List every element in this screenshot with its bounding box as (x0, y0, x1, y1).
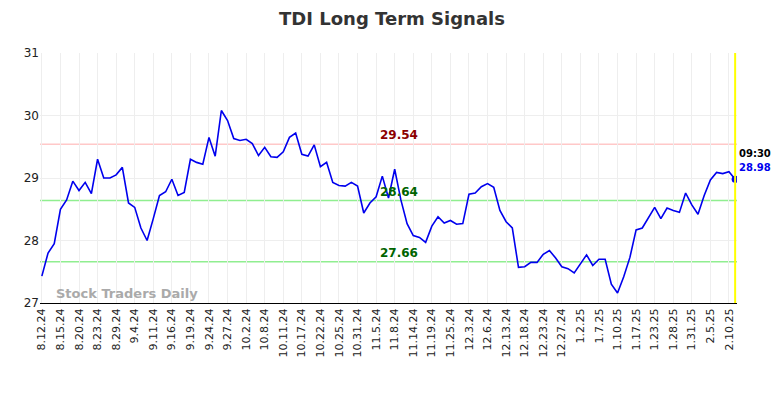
svg-text:12.6.24: 12.6.24 (481, 308, 494, 350)
svg-text:12.27.24: 12.27.24 (555, 308, 568, 357)
svg-text:12.3.24: 12.3.24 (463, 308, 476, 350)
svg-text:27: 27 (24, 296, 39, 310)
svg-text:11.8.24: 11.8.24 (388, 308, 401, 350)
svg-text:9.24.24: 9.24.24 (203, 308, 216, 350)
svg-text:1.2.25: 1.2.25 (574, 308, 587, 343)
svg-text:8.15.24: 8.15.24 (54, 308, 67, 350)
svg-text:12.18.24: 12.18.24 (518, 308, 531, 357)
svg-text:9.16.24: 9.16.24 (165, 308, 178, 350)
svg-text:1.17.25: 1.17.25 (630, 308, 643, 350)
svg-text:12.13.24: 12.13.24 (500, 308, 513, 357)
svg-text:Stock Traders Daily: Stock Traders Daily (56, 286, 198, 301)
svg-text:10.31.24: 10.31.24 (351, 308, 364, 357)
svg-text:TDI Long Term Signals: TDI Long Term Signals (279, 8, 505, 29)
svg-text:28: 28 (24, 234, 39, 248)
svg-text:10.25.24: 10.25.24 (333, 308, 346, 357)
svg-text:10.2.24: 10.2.24 (240, 308, 253, 350)
svg-text:2.10.25: 2.10.25 (723, 308, 736, 350)
svg-text:1.7.25: 1.7.25 (593, 308, 606, 343)
svg-text:8.12.24: 8.12.24 (35, 308, 48, 350)
svg-text:30: 30 (24, 109, 39, 123)
svg-text:9.4.24: 9.4.24 (128, 308, 141, 343)
svg-text:9.19.24: 9.19.24 (184, 308, 197, 350)
svg-text:8.20.24: 8.20.24 (73, 308, 86, 350)
svg-text:10.8.24: 10.8.24 (258, 308, 271, 350)
svg-text:1.28.25: 1.28.25 (667, 308, 680, 350)
svg-text:29.54: 29.54 (380, 128, 418, 142)
svg-text:8.23.24: 8.23.24 (91, 308, 104, 350)
svg-text:2.5.25: 2.5.25 (704, 308, 717, 343)
svg-text:11.25.24: 11.25.24 (444, 308, 457, 357)
svg-text:27.66: 27.66 (380, 246, 418, 260)
svg-text:9.11.24: 9.11.24 (147, 308, 160, 350)
svg-text:11.14.24: 11.14.24 (407, 308, 420, 357)
svg-text:1.31.25: 1.31.25 (685, 308, 698, 350)
svg-text:1.10.25: 1.10.25 (611, 308, 624, 350)
svg-text:28.64: 28.64 (380, 185, 418, 199)
svg-text:11.19.24: 11.19.24 (425, 308, 438, 357)
svg-text:8.29.24: 8.29.24 (110, 308, 123, 350)
svg-text:12.23.24: 12.23.24 (537, 308, 550, 357)
svg-text:28.98: 28.98 (739, 162, 771, 173)
svg-text:29: 29 (24, 171, 39, 185)
svg-text:9.27.24: 9.27.24 (221, 308, 234, 350)
svg-text:09:30: 09:30 (739, 148, 771, 159)
svg-text:31: 31 (24, 46, 39, 60)
svg-text:11.5.24: 11.5.24 (370, 308, 383, 350)
svg-text:10.11.24: 10.11.24 (277, 308, 290, 357)
svg-text:10.22.24: 10.22.24 (314, 308, 327, 357)
svg-text:1.23.25: 1.23.25 (648, 308, 661, 350)
svg-text:10.17.24: 10.17.24 (295, 308, 308, 357)
